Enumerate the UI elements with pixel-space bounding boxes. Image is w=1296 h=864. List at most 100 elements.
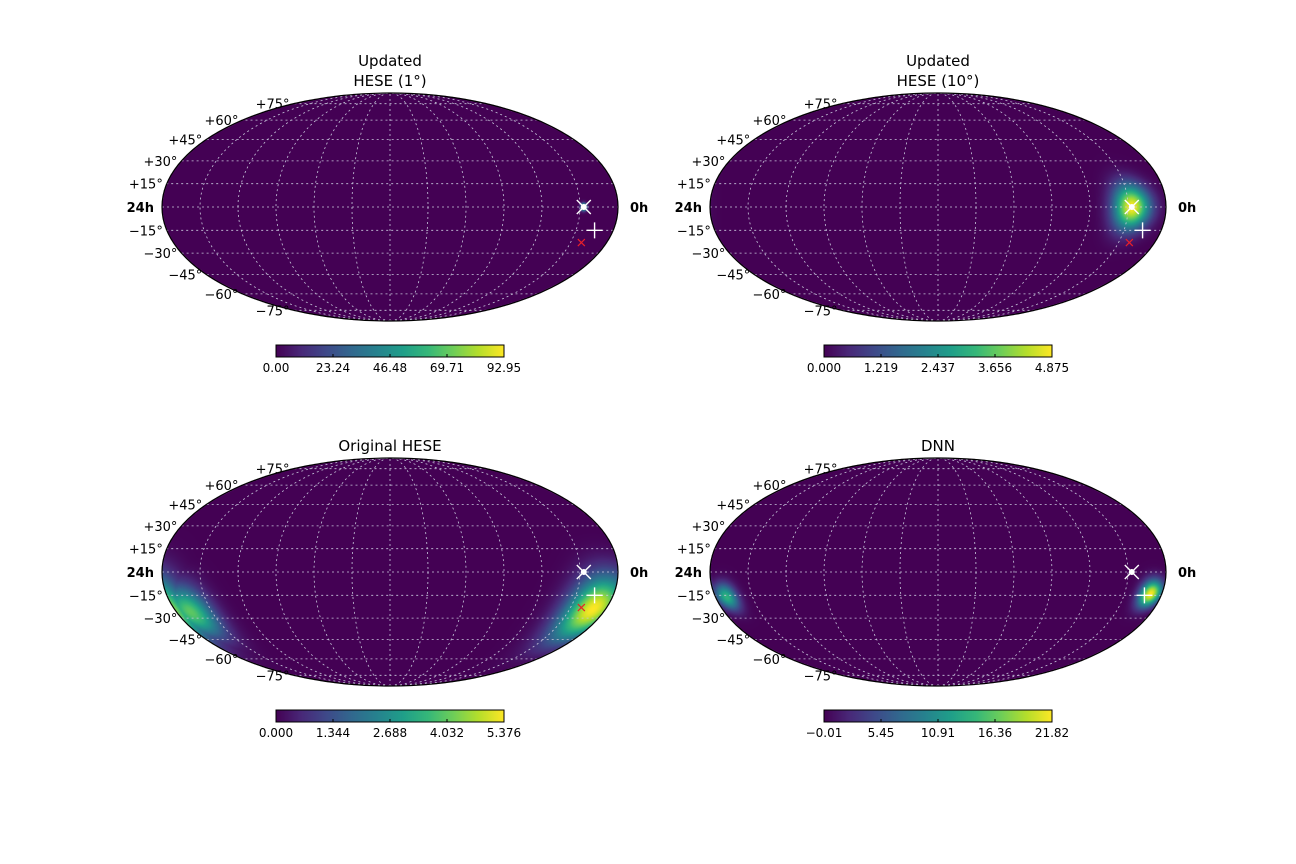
gridline-ra	[937, 457, 1015, 687]
colorbar-tick-label: 1.344	[316, 726, 350, 740]
gridline-ra	[275, 457, 391, 687]
colorbar-tick-label: 92.95	[487, 361, 521, 375]
panel-title: HESE (10°)	[897, 72, 980, 90]
gridline-ra	[237, 457, 391, 687]
gridline-ra	[389, 92, 429, 322]
gridline-ra	[313, 457, 391, 687]
ra-label-left: 24h	[675, 566, 702, 581]
dec-label: +60°	[205, 479, 239, 494]
dec-label: −15°	[129, 224, 163, 239]
colorbar-tick-label: 46.48	[373, 361, 407, 375]
gridline-ra	[823, 92, 939, 322]
gridline-ra	[937, 92, 1015, 322]
dec-label: −75°	[256, 304, 290, 319]
dec-label: −45°	[716, 633, 750, 648]
gridline-ra	[389, 457, 467, 687]
dec-label: +75°	[256, 463, 290, 478]
dec-label: +15°	[677, 178, 711, 193]
ra-label-right: 0h	[630, 566, 648, 581]
panel-title: Updated	[906, 52, 970, 70]
colorbar-tick-label: 5.376	[487, 726, 521, 740]
colorbar-tick-label: 0.000	[807, 361, 841, 375]
source-dot-marker	[1128, 204, 1135, 210]
colorbar-tick-label: 2.437	[921, 361, 955, 375]
source-dot-marker	[580, 204, 587, 210]
gridline-ra	[389, 457, 543, 687]
panel-title: Updated	[358, 52, 422, 70]
gridline-ra	[389, 92, 505, 322]
colorbar-tick-label: 2.688	[373, 726, 407, 740]
skymap-panel-4: +75° +60°+45° +30° +15° −15° −30° −45°−60° −75°…	[675, 437, 1197, 740]
dec-label: −15°	[129, 589, 163, 604]
dec-label: −15°	[677, 224, 711, 239]
colorbar-tick-label: −0.01	[806, 726, 843, 740]
colorbar-tick-label: 5.45	[868, 726, 895, 740]
gridline-ra	[785, 457, 939, 687]
sky-outline	[709, 457, 1167, 687]
source-dot-marker	[1128, 569, 1135, 575]
panel-title: Original HESE	[338, 437, 441, 455]
panel-title: HESE (1°)	[353, 72, 426, 90]
dec-label: −60°	[205, 653, 239, 668]
skymap-panel-1: +75° +60°+45° +30° +15° −15° −30° −45°−60° −75°…	[127, 52, 649, 375]
dec-label: −30°	[691, 247, 725, 262]
gridline-ra	[823, 457, 939, 687]
gridline-ra	[861, 92, 939, 322]
gridline-ra	[937, 92, 977, 322]
gridline-ra	[389, 457, 429, 687]
skymap-panel-3: +75° +60°+45° +30° +15° −15° −30° −45°−60° −75°…	[127, 437, 649, 740]
gridline-ra	[937, 457, 977, 687]
gridline-ra	[937, 457, 1091, 687]
dec-label: −75°	[804, 669, 838, 684]
gridline-ra	[937, 92, 1053, 322]
dec-label: −60°	[753, 288, 787, 303]
dec-label: +45°	[168, 134, 202, 149]
dec-label: −75°	[804, 304, 838, 319]
gridline-ra	[351, 457, 391, 687]
event-plus-marker	[1136, 587, 1153, 604]
dec-label: +60°	[205, 114, 239, 129]
gridline-ra	[275, 92, 391, 322]
dec-label: +75°	[256, 98, 290, 113]
colorbar-tick-label: 4.875	[1035, 361, 1069, 375]
dec-label: −30°	[143, 612, 177, 627]
colorbar-tick-label: 16.36	[978, 726, 1012, 740]
event-red-x-marker	[577, 238, 586, 247]
colorbar-tick-label: 1.219	[864, 361, 898, 375]
dec-label: −75°	[256, 669, 290, 684]
gridline-ra	[237, 92, 391, 322]
ra-label-left: 24h	[127, 201, 154, 216]
dec-label: +60°	[753, 114, 787, 129]
colorbar-tick-label: 21.82	[1035, 726, 1069, 740]
gridline-ra	[899, 92, 939, 322]
panel-title: DNN	[921, 437, 955, 455]
dec-label: +30°	[691, 520, 725, 535]
dec-label: −30°	[143, 247, 177, 262]
dec-label: +45°	[168, 499, 202, 514]
gridline-ra	[351, 92, 391, 322]
sky-outline	[161, 457, 619, 687]
source-dot-marker	[580, 569, 587, 575]
gridline-ra	[785, 92, 939, 322]
event-red-x-marker	[577, 603, 586, 612]
ra-label-right: 0h	[1178, 201, 1196, 216]
ra-label-right: 0h	[1178, 566, 1196, 581]
sky-outline	[161, 92, 619, 322]
gridline-ra	[389, 457, 505, 687]
event-plus-marker	[1134, 222, 1151, 239]
dec-label: +30°	[143, 155, 177, 170]
dec-label: +75°	[804, 98, 838, 113]
colorbar-tick-label: 4.032	[430, 726, 464, 740]
dec-label: +15°	[677, 543, 711, 558]
gridline-ra	[389, 92, 467, 322]
dec-label: +45°	[716, 134, 750, 149]
dec-label: −45°	[168, 633, 202, 648]
colorbar-tick-label: 23.24	[316, 361, 350, 375]
dec-label: +15°	[129, 543, 163, 558]
ra-label-right: 0h	[630, 201, 648, 216]
dec-label: −15°	[677, 589, 711, 604]
colorbar-tick-label: 69.71	[430, 361, 464, 375]
dec-label: −60°	[753, 653, 787, 668]
event-plus-marker	[586, 222, 603, 239]
